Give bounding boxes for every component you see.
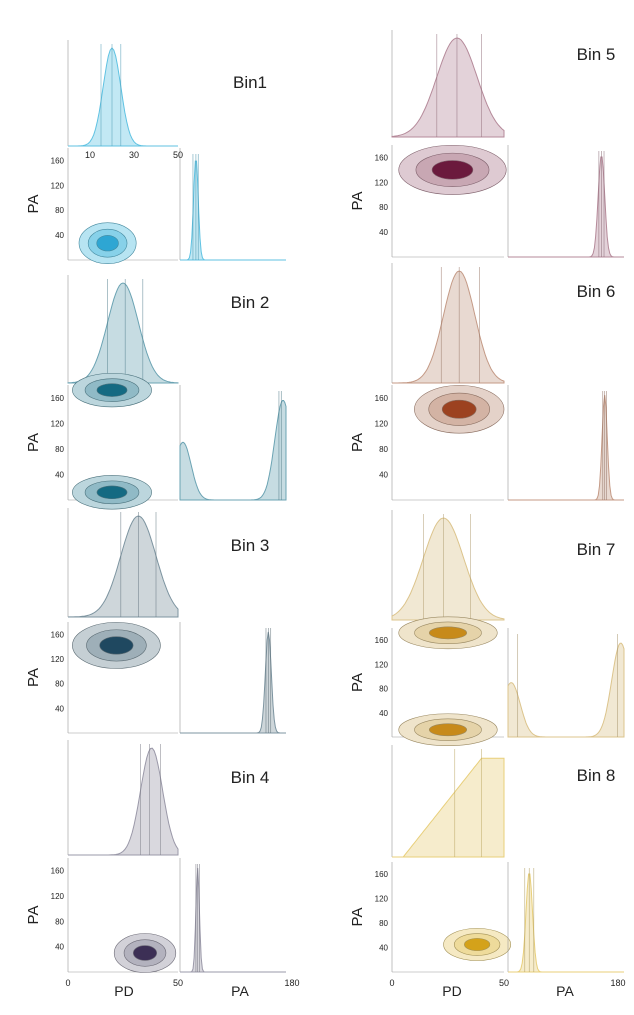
pd-tick-bottom: 0 (389, 978, 394, 988)
contour-high-level-3 (428, 626, 468, 640)
pa-tick-label: 80 (55, 917, 64, 926)
pa-density-6 (508, 394, 624, 501)
pa-density-5 (508, 156, 624, 258)
pa-tick-label: 120 (375, 660, 389, 669)
pa-tick-label: 80 (55, 680, 64, 689)
pd-density-3 (67, 515, 179, 618)
pa-axis-label: PA (25, 668, 42, 687)
pd-axis-label: PD (442, 983, 461, 999)
pa-density-3 (180, 631, 286, 734)
pa-tick-label: 40 (55, 231, 64, 240)
pd-tick-bottom: 50 (173, 978, 183, 988)
pa-tick-label: 160 (375, 870, 389, 879)
pa-tick-label: 120 (375, 419, 389, 428)
contour-level-3 (96, 235, 119, 252)
pa-tick-label: 160 (375, 636, 389, 645)
pa-tick-label: 120 (51, 181, 65, 190)
pa-axis-label: PA (349, 673, 366, 692)
pa-tick-label: 40 (379, 228, 388, 237)
contour-level-3 (441, 399, 477, 419)
pa-density-8 (508, 873, 624, 973)
pd-density-2 (67, 282, 179, 384)
pa-tick-label: 120 (375, 895, 389, 904)
panel-title-6: Bin 6 (577, 282, 616, 301)
pa-hist-tick: 180 (610, 978, 625, 988)
pa-tick-label: 80 (379, 919, 388, 928)
pa-tick-label: 160 (51, 630, 65, 639)
pa-tick-label: 80 (379, 685, 388, 694)
pa-axis-label: PA (25, 195, 42, 214)
pa-tick-label: 120 (51, 892, 65, 901)
pa-density-7 (507, 642, 625, 738)
pa-tick-label: 40 (379, 944, 388, 953)
panel-title-2: Bin 2 (231, 293, 270, 312)
pd-tick-label: 30 (129, 150, 139, 160)
pd-tick-label: 50 (173, 150, 183, 160)
pa-density-1 (180, 160, 286, 261)
pa-axis-label: PA (349, 433, 366, 452)
pa-tick-label: 160 (51, 867, 65, 876)
panel-title-3: Bin 3 (231, 536, 270, 555)
pa-tick-label: 120 (375, 178, 389, 187)
pd-density-5 (391, 37, 505, 138)
pa-tick-label: 40 (55, 470, 64, 479)
pa-tick-label: 40 (55, 704, 64, 713)
pa-tick-label: 40 (379, 470, 388, 479)
pa-tick-label: 160 (375, 394, 389, 403)
pa-tick-label: 160 (51, 394, 65, 403)
panel-title-8: Bin 8 (577, 766, 616, 785)
pd-tick-label: 10 (85, 150, 95, 160)
contour-level-3 (99, 636, 134, 655)
pa-tick-label: 80 (55, 206, 64, 215)
contour-low-level-3 (96, 485, 128, 500)
contour-level-3 (464, 938, 491, 951)
pa-tick-label: 80 (379, 203, 388, 212)
pa-tick-label: 80 (55, 445, 64, 454)
pa-tick-label: 160 (51, 156, 65, 165)
pa-hist-axis-label: PA (231, 983, 249, 999)
contour-level-3 (431, 160, 474, 180)
contour-high-level-3 (96, 383, 128, 397)
panel-title-7: Bin 7 (577, 540, 616, 559)
contour-low-level-3 (428, 723, 468, 737)
pa-hist-tick: 180 (284, 978, 299, 988)
pd-density-1 (68, 47, 178, 147)
pd-density-8 (392, 757, 505, 858)
pa-axis-label: PA (25, 433, 42, 452)
pa-tick-label: 120 (51, 419, 65, 428)
pd-density-4 (68, 747, 179, 856)
pd-axis-label: PD (114, 983, 133, 999)
pa-hist-axis-label: PA (556, 983, 574, 999)
panel-title-4: Bin 4 (231, 768, 270, 787)
contour-level-3 (132, 945, 158, 961)
pd-tick-bottom: 50 (499, 978, 509, 988)
pa-tick-label: 160 (375, 153, 389, 162)
pd-tick-bottom: 0 (65, 978, 70, 988)
panel-title-1: Bin1 (233, 73, 267, 92)
pd-density-6 (392, 270, 505, 384)
panel-title-5: Bin 5 (577, 45, 616, 64)
pa-density-2 (179, 400, 287, 501)
pa-axis-label: PA (349, 908, 366, 927)
pa-axis-label: PA (25, 906, 42, 925)
pa-tick-label: 40 (55, 943, 64, 952)
pa-tick-label: 120 (51, 655, 65, 664)
pa-tick-label: 40 (379, 709, 388, 718)
pa-axis-label: PA (349, 192, 366, 211)
pa-tick-label: 80 (379, 445, 388, 454)
pd-density-7 (391, 517, 505, 621)
